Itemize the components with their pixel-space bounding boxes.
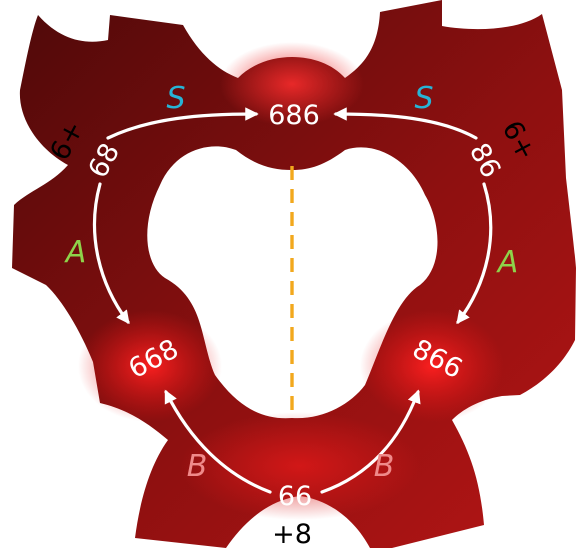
lower-left-glow	[78, 310, 222, 422]
top-glow	[220, 42, 364, 126]
path-label-s-left: S	[166, 81, 185, 116]
bottom-charge-label: +8	[272, 519, 312, 548]
bottom-glow	[180, 412, 420, 520]
arrow-86-to-866	[456, 182, 493, 325]
arrow-68-to-686	[106, 107, 259, 140]
path-label-s-right: S	[414, 81, 433, 116]
path-label-b-right: B	[374, 449, 395, 484]
path-label-b-left: B	[187, 449, 208, 484]
node-686-label: 686	[268, 100, 320, 131]
path-label-a-left: A	[64, 235, 87, 270]
path-label-a-right: A	[496, 245, 519, 280]
node-66-label: 66	[278, 481, 312, 512]
arrow-66-to-866	[320, 389, 421, 494]
arrow-86-to-686	[333, 107, 478, 140]
arrow-66-to-668	[164, 389, 272, 494]
lower-right-glow	[360, 310, 504, 422]
arrow-68-to-668	[93, 182, 130, 325]
